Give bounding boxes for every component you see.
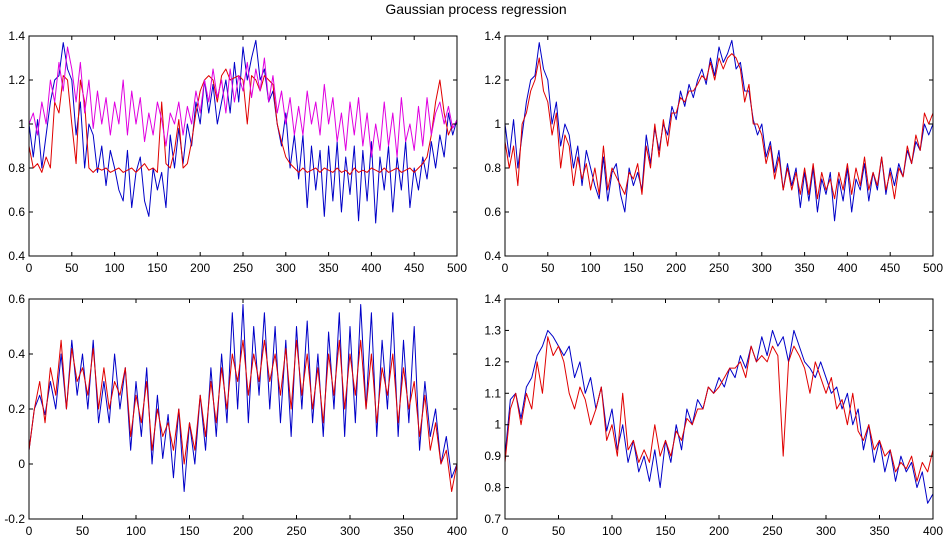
x-tick-label: 500: [923, 261, 943, 275]
subplot-1: 0 50 100 150 200 250 300 350 400 450 500 0.4 0.6 0.8 1…: [8, 29, 467, 275]
series-line-magenta: [28, 46, 458, 158]
y-tick-label: 1: [18, 117, 25, 131]
x-tick-label: 300: [276, 261, 296, 275]
x-tick-label: 450: [880, 261, 900, 275]
y-tick-label: 0.8: [484, 481, 501, 495]
subplot-2: 0 50 100 150 200 250 300 350 400 450 500 0.4 0.6 0.8 1…: [484, 29, 943, 275]
y-tick-label: 0.7: [484, 512, 501, 526]
y-tick-label: 1.1: [484, 386, 501, 400]
series-line-red: [28, 339, 458, 492]
x-tick-label: 400: [361, 261, 381, 275]
x-tick-label: 200: [709, 524, 729, 538]
x-tick-label: 150: [147, 261, 167, 275]
series-line-blue: [504, 329, 934, 504]
x-tick-label: 0: [26, 524, 33, 538]
x-tick-label: 100: [602, 524, 622, 538]
series-line-red: [504, 53, 934, 200]
x-tick-label: 300: [752, 261, 772, 275]
x-tick-label: 350: [393, 524, 413, 538]
axes-frame: [504, 298, 934, 520]
subplot-3: 0 50 100 150 200 250 300 350 400-0.200.20.40.6: [4, 292, 467, 538]
x-tick-label: 350: [795, 261, 815, 275]
x-tick-label: 400: [447, 524, 467, 538]
x-tick-label: 400: [923, 524, 943, 538]
y-tick-label: 1.4: [484, 292, 501, 306]
y-tick-label: 1: [494, 418, 501, 432]
y-tick-label: -0.2: [4, 512, 25, 526]
x-tick-label: 200: [190, 261, 210, 275]
series-line-blue: [504, 39, 934, 222]
y-tick-label: 1.4: [484, 29, 501, 43]
y-tick-label: 0.4: [8, 249, 25, 263]
y-tick-label: 1.4: [8, 29, 25, 43]
y-tick-label: 0.9: [484, 449, 501, 463]
y-tick-label: 0.6: [8, 205, 25, 219]
x-tick-label: 200: [233, 524, 253, 538]
x-tick-label: 300: [340, 524, 360, 538]
figure-title: Gaussian process regression: [385, 1, 567, 17]
x-tick-label: 350: [319, 261, 339, 275]
y-tick-label: 0.4: [484, 249, 501, 263]
x-tick-label: 0: [502, 524, 509, 538]
x-tick-label: 100: [105, 261, 125, 275]
x-tick-label: 150: [655, 524, 675, 538]
y-tick-label: 0.8: [8, 161, 25, 175]
x-tick-label: 100: [581, 261, 601, 275]
y-tick-label: 0.6: [8, 292, 25, 306]
x-tick-label: 50: [76, 524, 90, 538]
y-tick-label: 0: [18, 457, 25, 471]
x-tick-label: 350: [869, 524, 889, 538]
x-tick-label: 100: [126, 524, 146, 538]
series-line-red: [504, 336, 934, 482]
subplot-4: 0 50 100 150 200 250 300 350 400 0.7 0.8 0.9 1 1.1 1.2…: [484, 292, 943, 538]
x-tick-label: 150: [623, 261, 643, 275]
axes-frame: [28, 35, 458, 257]
x-tick-label: 400: [837, 261, 857, 275]
x-tick-label: 200: [666, 261, 686, 275]
x-tick-label: 0: [26, 261, 33, 275]
series-line-blue: [28, 304, 458, 492]
y-tick-label: 1.2: [484, 73, 501, 87]
x-tick-label: 450: [404, 261, 424, 275]
x-tick-label: 250: [709, 261, 729, 275]
x-tick-label: 0: [502, 261, 509, 275]
y-tick-label: 0.6: [484, 205, 501, 219]
y-tick-label: 1.2: [484, 355, 501, 369]
axes-frame: [28, 298, 458, 520]
y-tick-label: 0.2: [8, 402, 25, 416]
x-tick-label: 50: [552, 524, 566, 538]
y-tick-label: 0.8: [484, 161, 501, 175]
y-tick-label: 0.4: [8, 347, 25, 361]
x-tick-label: 250: [762, 524, 782, 538]
x-tick-label: 500: [447, 261, 467, 275]
x-tick-label: 150: [179, 524, 199, 538]
series-line-blue: [28, 39, 458, 224]
x-tick-label: 50: [65, 261, 79, 275]
y-tick-label: 1.3: [484, 323, 501, 337]
series-line-red: [28, 68, 457, 176]
y-tick-label: 1.2: [8, 73, 25, 87]
y-tick-label: 1: [494, 117, 501, 131]
x-tick-label: 250: [233, 261, 253, 275]
x-tick-label: 50: [541, 261, 555, 275]
x-tick-label: 300: [816, 524, 836, 538]
x-tick-label: 250: [286, 524, 306, 538]
